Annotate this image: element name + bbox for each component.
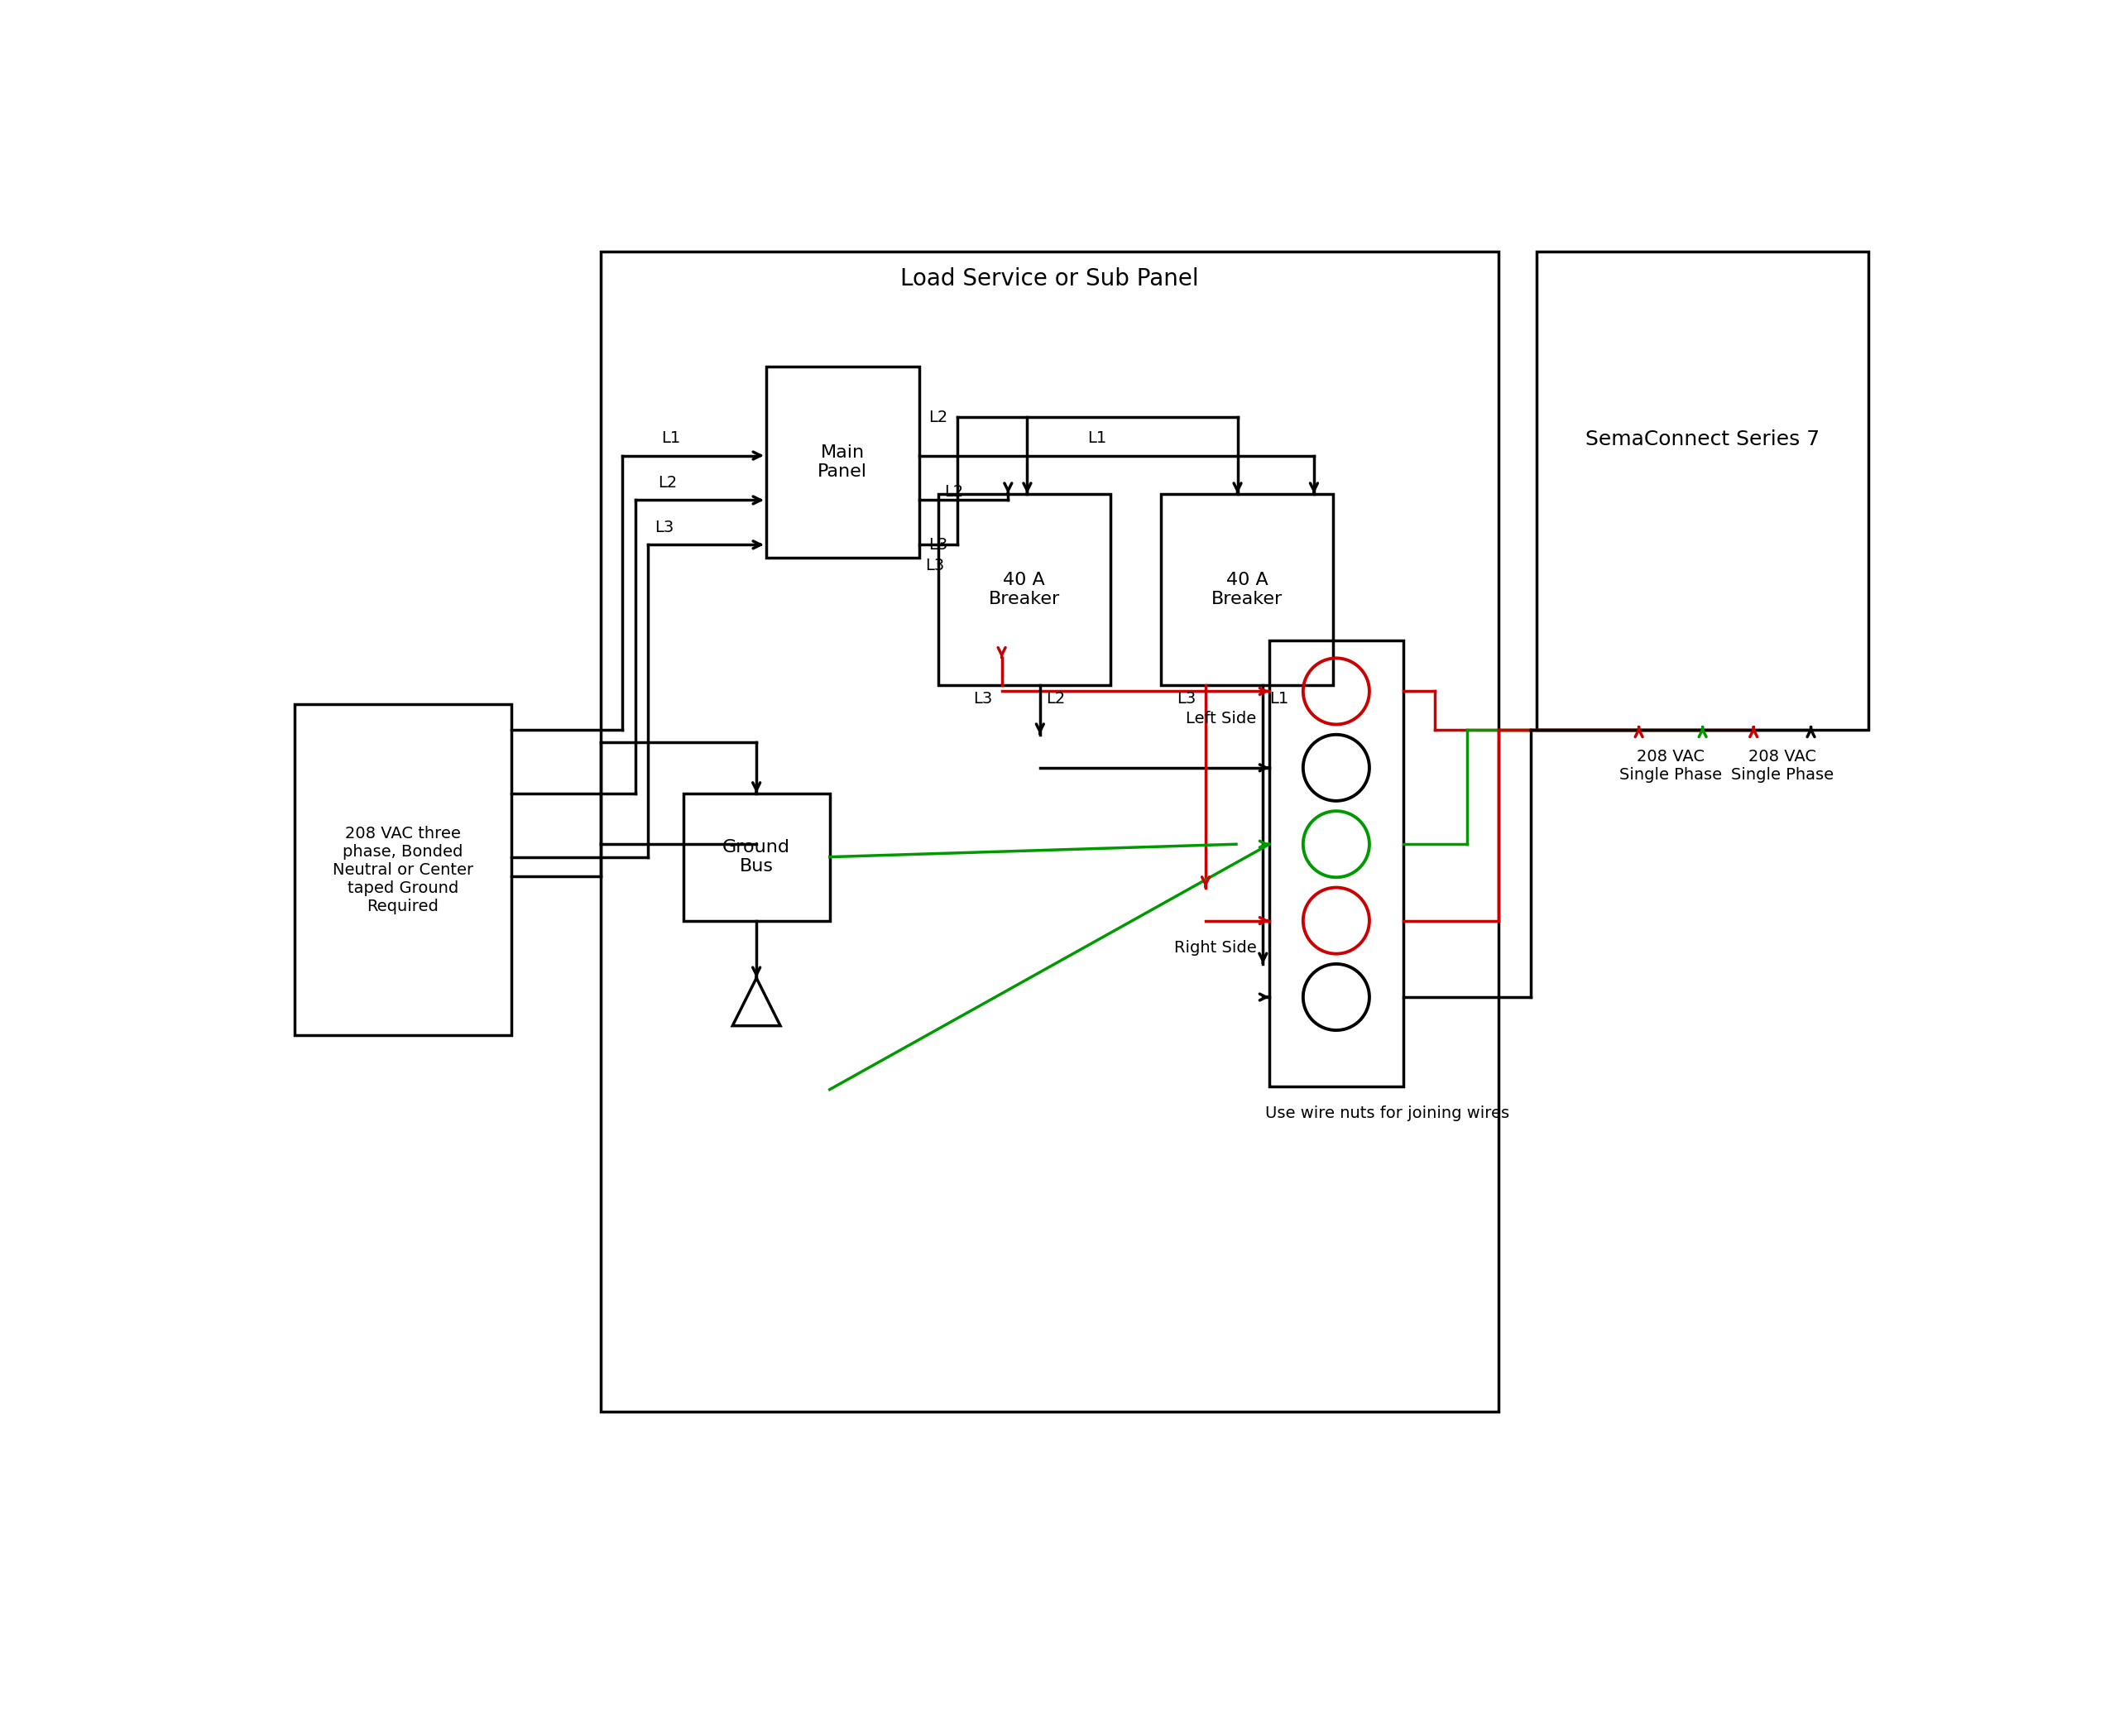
Text: L2: L2 (1047, 691, 1066, 707)
Text: L1: L1 (660, 431, 679, 446)
Bar (684, 793, 829, 920)
Text: 208 VAC three
phase, Bonded
Neutral or Center
taped Ground
Required: 208 VAC three phase, Bonded Neutral or C… (333, 825, 473, 913)
Text: Left Side: Left Side (1186, 710, 1258, 726)
Text: Right Side: Right Side (1173, 939, 1258, 955)
Text: Load Service or Sub Panel: Load Service or Sub Panel (901, 267, 1198, 290)
Text: 208 VAC
Single Phase: 208 VAC Single Phase (1730, 748, 1834, 783)
Text: L3: L3 (973, 691, 992, 707)
Text: L3: L3 (926, 557, 945, 573)
Text: 40 A
Breaker: 40 A Breaker (1211, 571, 1283, 608)
Text: L2: L2 (658, 476, 677, 491)
Bar (766, 366, 920, 557)
Text: Use wire nuts for joining wires: Use wire nuts for joining wires (1266, 1106, 1509, 1121)
Text: SemaConnect Series 7: SemaConnect Series 7 (1585, 431, 1819, 450)
Bar (1536, 252, 1867, 729)
Text: L3: L3 (928, 536, 947, 552)
Text: L1: L1 (1087, 431, 1108, 446)
Text: L2: L2 (928, 410, 947, 425)
Text: Ground
Bus: Ground Bus (722, 838, 791, 875)
Text: L1: L1 (1270, 691, 1289, 707)
Bar (1270, 641, 1403, 1087)
Bar (1160, 493, 1334, 686)
Bar (939, 493, 1110, 686)
Text: L2: L2 (945, 484, 964, 500)
Bar (295, 705, 511, 1035)
Text: Main
Panel: Main Panel (819, 444, 867, 479)
Text: 208 VAC
Single Phase: 208 VAC Single Phase (1618, 748, 1722, 783)
Text: L3: L3 (1177, 691, 1196, 707)
Text: 40 A
Breaker: 40 A Breaker (987, 571, 1059, 608)
Bar (601, 252, 1498, 1411)
Text: L3: L3 (654, 519, 673, 535)
